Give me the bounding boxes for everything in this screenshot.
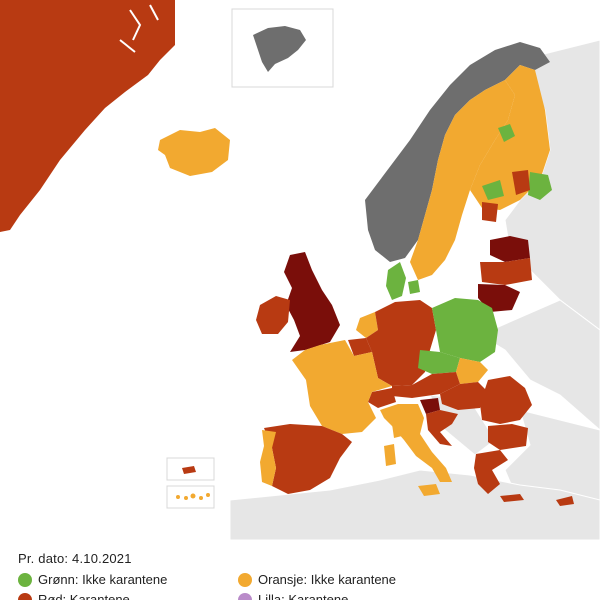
- legend-item-purple: Lilla: Karantene: [238, 592, 348, 600]
- region-czechia: [418, 350, 460, 374]
- legend-dot-red: [18, 592, 32, 600]
- region-slovakia: [456, 358, 488, 384]
- legend-item-red: Rød: Karantene: [18, 592, 130, 600]
- greenland-fjords: [119, 4, 159, 53]
- region-lithuania: [478, 284, 520, 312]
- region-sweden-green: [482, 180, 504, 200]
- region-bulgaria: [488, 424, 528, 450]
- region-romania: [480, 376, 532, 424]
- non-eu-land: [229, 39, 600, 540]
- region-poland: [432, 298, 498, 362]
- travel-advice-map: [0, 0, 600, 540]
- legend-item-orange: Oransje: Ikke karantene: [238, 572, 396, 587]
- region-france: [292, 340, 392, 434]
- region-croatia: [426, 410, 458, 446]
- legend-label-green: Grønn: Ikke karantene: [38, 572, 168, 587]
- region-svalbard: [253, 26, 306, 72]
- legend-dot-orange: [238, 572, 252, 587]
- region-greece: [474, 450, 508, 494]
- region-latvia: [480, 258, 532, 285]
- region-sardinia: [384, 444, 396, 466]
- region-iceland: [158, 128, 230, 176]
- region-cyprus: [556, 496, 574, 506]
- region-finland-green-south: [528, 172, 552, 200]
- region-ireland: [256, 296, 290, 334]
- region-denmark: [386, 262, 406, 300]
- legend-dot-purple: [238, 592, 252, 600]
- region-sicily: [418, 484, 440, 496]
- region-sweden: [410, 80, 515, 280]
- svalbard-inset: [231, 8, 334, 88]
- region-hungary: [440, 382, 488, 410]
- region-spain: [264, 424, 352, 494]
- region-greenland: [0, 0, 175, 232]
- legend-dot-green: [18, 572, 32, 587]
- region-sweden-red: [482, 202, 498, 222]
- region-slovenia: [420, 398, 440, 414]
- region-finland-green-mid: [498, 124, 515, 142]
- madeira-inset: [166, 457, 215, 481]
- region-norway: [365, 42, 550, 262]
- legend-label-red: Rød: Karantene: [38, 592, 130, 600]
- region-austria: [392, 372, 460, 398]
- region-switzerland: [368, 388, 396, 408]
- region-madeira: [182, 466, 196, 474]
- region-greece-islands: [500, 494, 524, 502]
- region-denmark-islands: [408, 280, 420, 294]
- region-corsica: [392, 420, 402, 438]
- region-belgium: [348, 338, 372, 356]
- region-netherlands: [356, 312, 378, 338]
- region-finland-red: [512, 170, 530, 195]
- region-portugal: [260, 430, 276, 486]
- legend-item-green: Grønn: Ikke karantene: [18, 572, 167, 587]
- region-canary-islands: [176, 493, 210, 500]
- legend: Grønn: Ikke karantene Oransje: Ikke kara…: [18, 572, 598, 600]
- legend-label-purple: Lilla: Karantene: [258, 592, 349, 600]
- date-line: Pr. dato: 4.10.2021: [18, 551, 132, 566]
- canary-inset: [166, 485, 215, 509]
- region-estonia: [490, 236, 530, 262]
- region-united-kingdom: [284, 252, 340, 352]
- legend-label-orange: Oransje: Ikke karantene: [258, 572, 397, 587]
